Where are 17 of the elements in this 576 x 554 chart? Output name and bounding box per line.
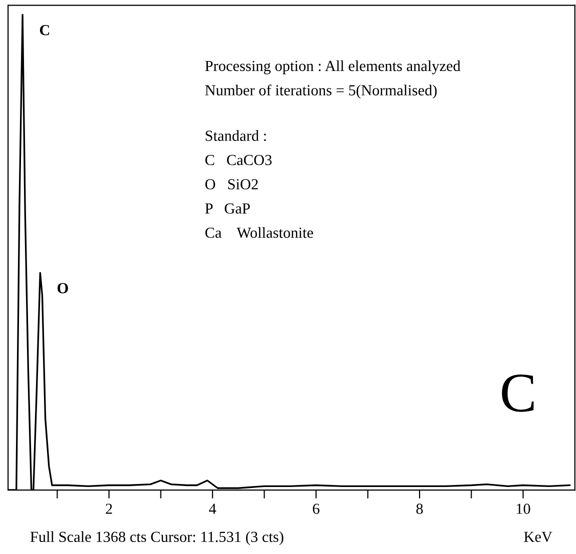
annotation: Processing option : All elements analyzed bbox=[205, 60, 460, 74]
annotation: Standard : bbox=[206, 130, 266, 142]
x-tick-label: 8 bbox=[416, 504, 423, 514]
annotation: Ca Wollastonite bbox=[205, 227, 314, 238]
x-axis-title: KeV bbox=[524, 532, 552, 542]
annotation: C bbox=[40, 24, 50, 36]
x-tick-label: 2 bbox=[106, 504, 112, 514]
text: Full Scale 1368 cts Cursor: 11.531 (3 cts) bbox=[30, 531, 284, 546]
x-tick-label: 4 bbox=[209, 504, 216, 514]
annotation: C CaCO3 bbox=[205, 154, 272, 166]
x-tick-label: 10 bbox=[516, 504, 530, 514]
annotation: O SiO2 bbox=[205, 179, 258, 190]
annotation: O bbox=[58, 283, 68, 294]
annotation: Number of iterations = 5(Normalised) bbox=[205, 84, 437, 99]
x-tick-label: 6 bbox=[312, 504, 320, 514]
annotation: C bbox=[502, 374, 534, 412]
annotation: P GaP bbox=[205, 203, 250, 214]
